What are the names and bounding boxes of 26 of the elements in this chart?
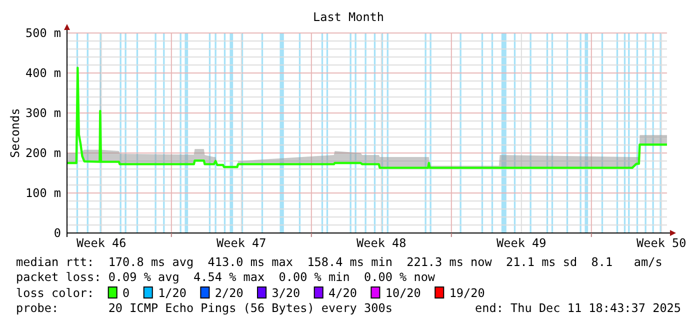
legend-label: 3/20 xyxy=(272,286,300,300)
text: median rtt: 170.8 ms avg 413.0 ms max 158.4 ms min 221.3 ms now 21.1 ms sd 8.1 am/s xyxy=(16,255,662,269)
y-tick-label: 400 m xyxy=(25,66,61,80)
y-tick-label: 300 m xyxy=(25,106,61,120)
x-tick-label: Week 46 xyxy=(76,236,126,250)
legend-label: 19/20 xyxy=(449,286,485,300)
text: end: Thu Dec 11 18:43:37 2025 xyxy=(475,301,681,315)
x-tick-label: Week 49 xyxy=(496,236,546,250)
text: packet loss: 0.09 % avg 4.54 % max 0.00 % min 0.00 % now xyxy=(16,270,436,284)
y-tick-label: 0 xyxy=(54,226,61,240)
line-series xyxy=(66,66,668,169)
y-tick-label: 100 m xyxy=(25,186,61,200)
y-axis-title: Seconds xyxy=(8,108,22,158)
legend-label: 10/20 xyxy=(385,286,421,300)
text: probe: 20 ICMP Echo Pings (56 Bytes) every 300s xyxy=(16,301,392,315)
x-tick-label: Week 48 xyxy=(356,236,406,250)
legend-label: 4/20 xyxy=(328,286,357,300)
legend-title: loss color: xyxy=(16,286,94,300)
y-tick-label: 500 m xyxy=(25,26,61,40)
legend-label: 1/20 xyxy=(158,286,186,300)
legend-label: 0 xyxy=(122,286,130,300)
legend-label: 2/20 xyxy=(214,286,244,300)
y-tick-label: 200 m xyxy=(25,146,61,160)
x-tick-label: Week 50 xyxy=(636,236,686,250)
chart-title: Last Month xyxy=(312,10,384,24)
x-tick-label: Week 47 xyxy=(216,236,266,250)
